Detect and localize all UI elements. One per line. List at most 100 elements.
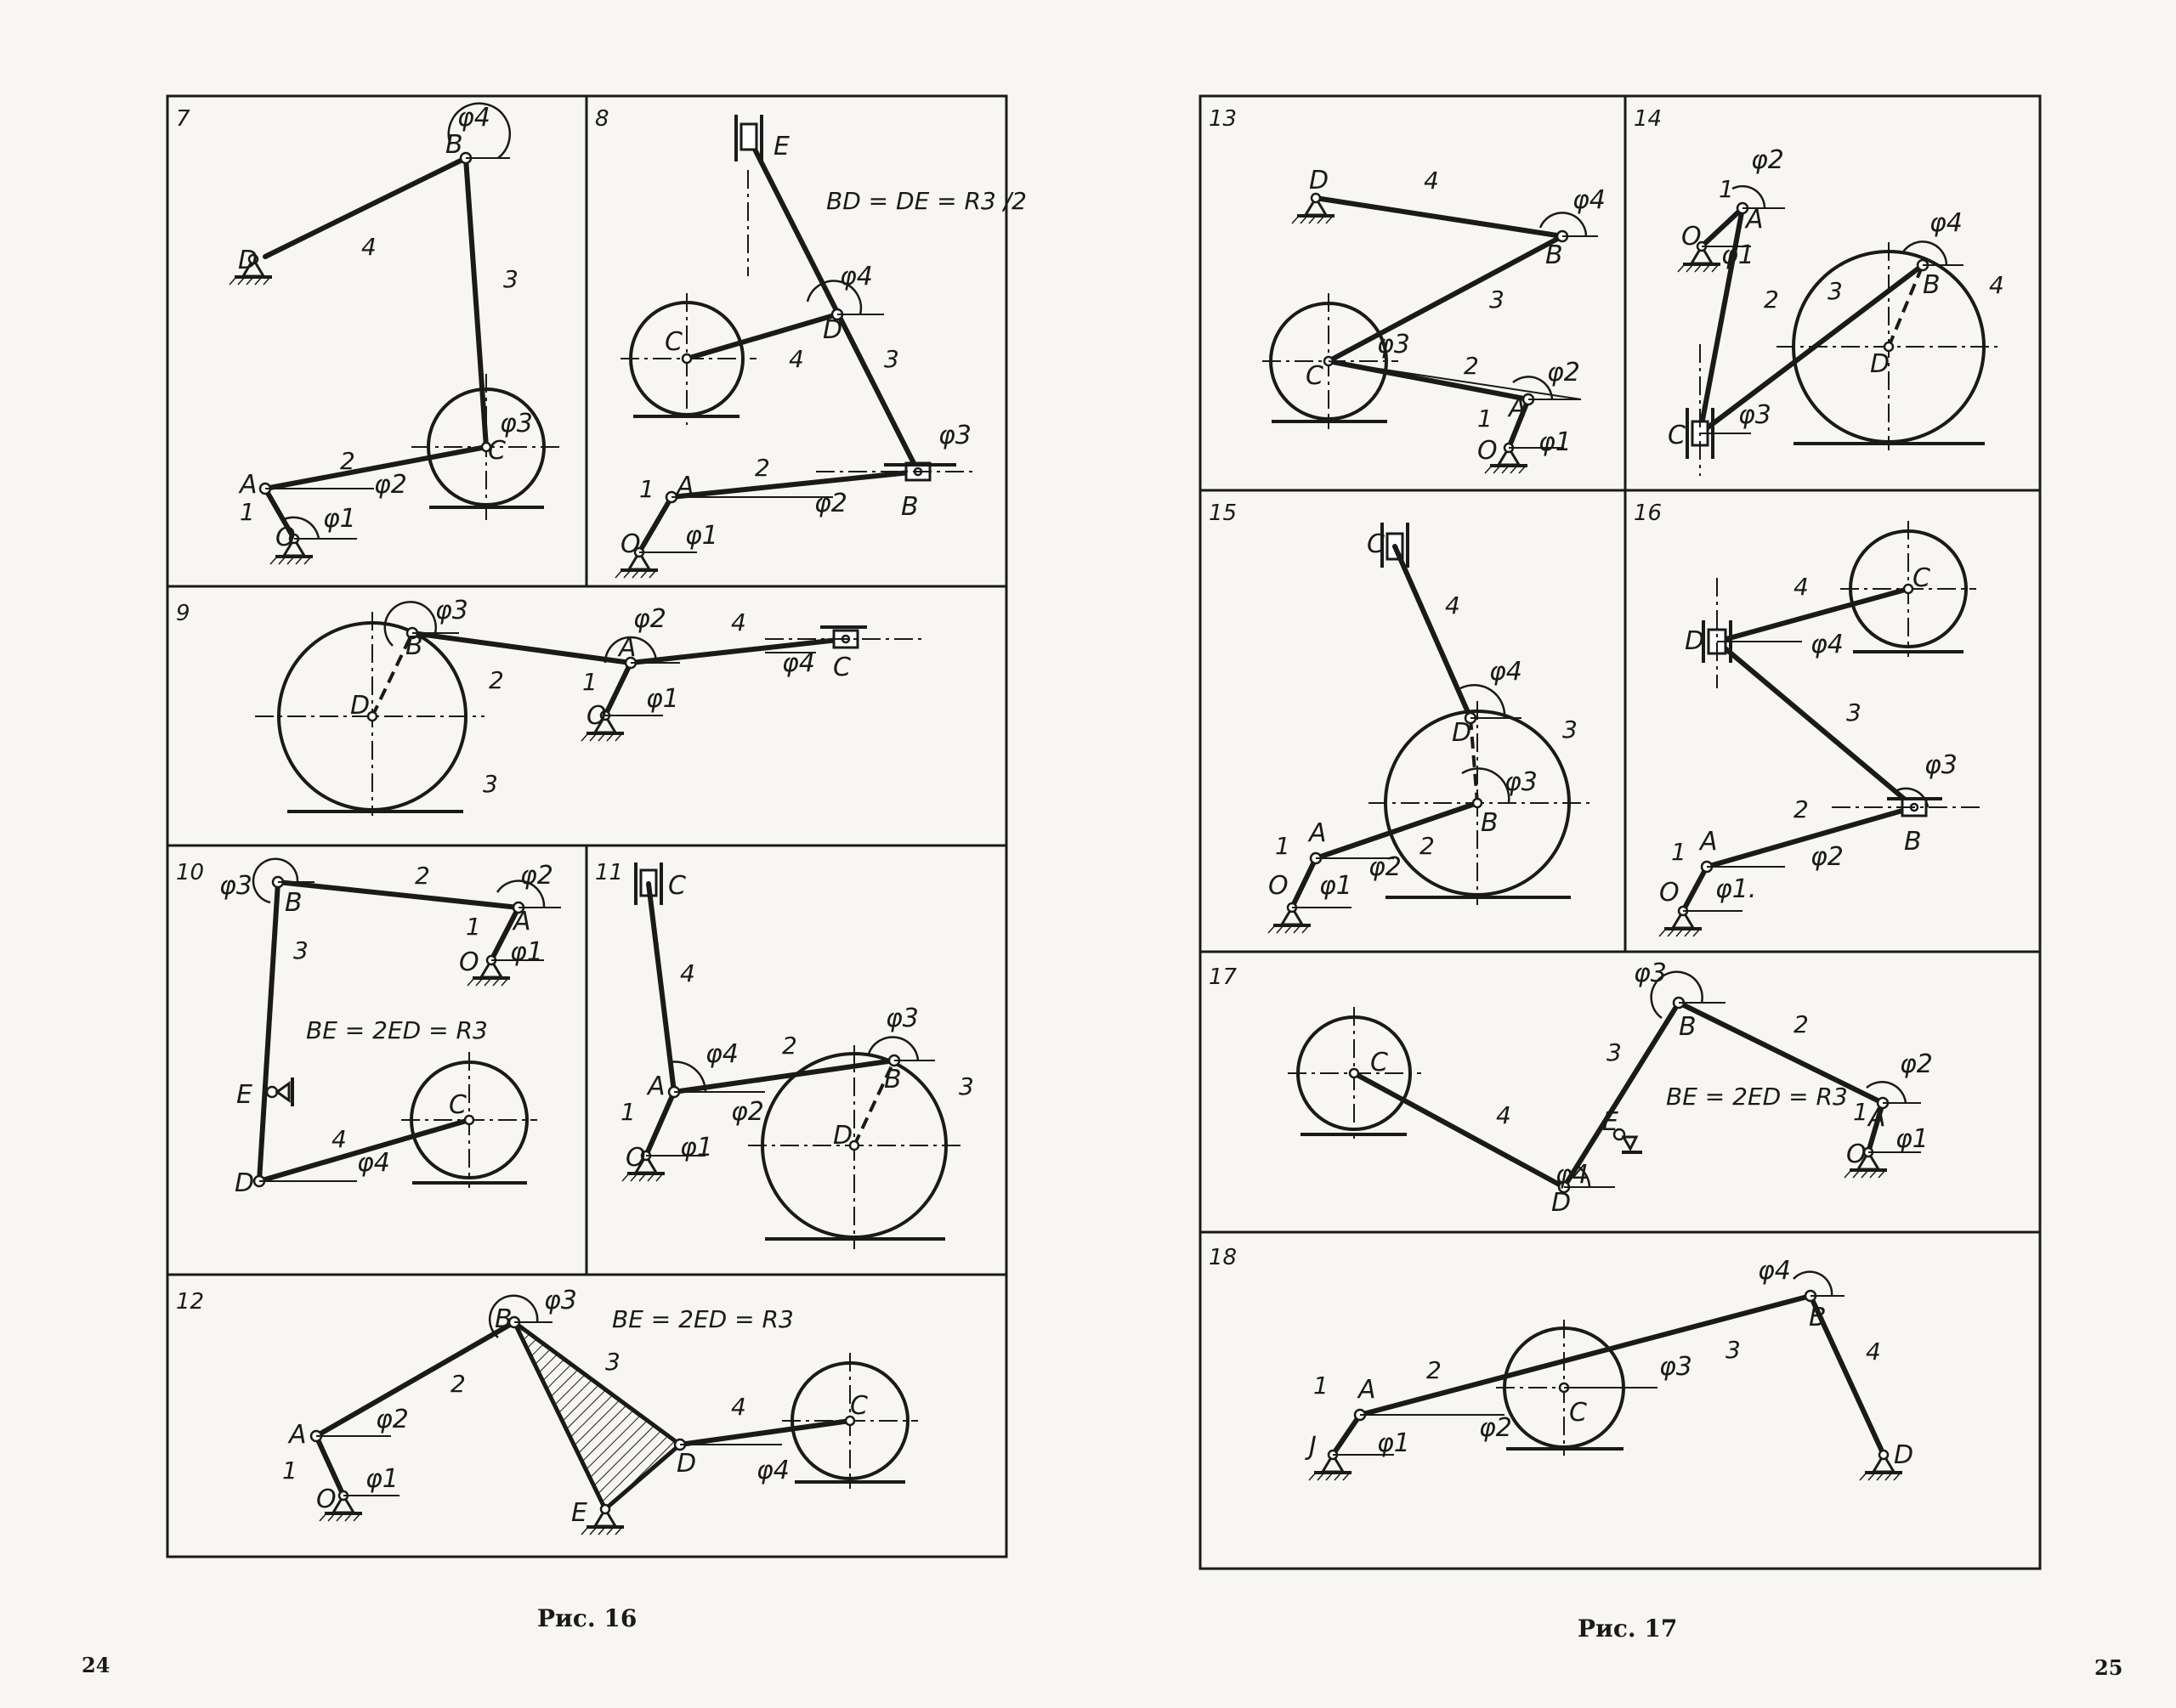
figure-caption-17: Рис. 17 xyxy=(1578,1615,1678,1643)
svg-text:φ4: φ4 xyxy=(1758,1256,1791,1286)
svg-text:B: B xyxy=(405,631,423,661)
svg-text:φ3: φ3 xyxy=(500,409,533,438)
svg-text:φ3: φ3 xyxy=(1738,400,1771,430)
svg-text:B: B xyxy=(495,1304,513,1334)
svg-text:B: B xyxy=(1809,1303,1827,1332)
svg-text:3: 3 xyxy=(1489,286,1504,314)
svg-text:O: O xyxy=(1659,878,1680,908)
svg-text:φ1: φ1 xyxy=(646,684,679,714)
svg-text:3: 3 xyxy=(1726,1336,1741,1364)
svg-text:φ2: φ2 xyxy=(374,470,407,500)
svg-text:B: B xyxy=(445,130,463,160)
panel-8-number: 8 xyxy=(595,106,609,132)
svg-text:φ3: φ3 xyxy=(1504,767,1538,797)
svg-text:3: 3 xyxy=(483,770,498,798)
svg-text:E: E xyxy=(1602,1107,1618,1137)
panel-15: 15 C D B A O 4 3 xyxy=(1209,501,1590,933)
svg-text:φ1: φ1 xyxy=(366,1464,399,1494)
panel-8: 8 BD = DE = R3 /2 E C xyxy=(595,106,1027,578)
svg-text:φ1: φ1 xyxy=(1896,1124,1929,1154)
svg-text:C: C xyxy=(668,871,686,901)
svg-text:3: 3 xyxy=(1846,698,1862,727)
svg-text:4: 4 xyxy=(1496,1101,1511,1129)
panel-17: 17 BE = 2ED = R3 C B xyxy=(1209,959,1933,1218)
panel-18-number: 18 xyxy=(1209,1245,1237,1270)
svg-text:C: C xyxy=(488,436,506,466)
svg-text:4: 4 xyxy=(680,959,695,987)
svg-text:4: 4 xyxy=(1989,271,2004,299)
svg-text:φ4: φ4 xyxy=(357,1148,390,1178)
svg-text:1: 1 xyxy=(639,475,654,503)
svg-text:1: 1 xyxy=(1313,1371,1329,1400)
svg-text:D: D xyxy=(1870,349,1890,379)
svg-text:D: D xyxy=(350,691,370,721)
svg-text:2: 2 xyxy=(755,454,770,482)
svg-text:C: C xyxy=(449,1090,467,1120)
svg-text:φ2: φ2 xyxy=(1479,1413,1512,1443)
svg-text:D: D xyxy=(1452,718,1471,748)
svg-text:4: 4 xyxy=(1794,573,1809,601)
svg-text:A: A xyxy=(1867,1103,1886,1133)
svg-text:φ3: φ3 xyxy=(219,871,252,901)
svg-text:D: D xyxy=(1685,626,1704,656)
svg-text:φ3: φ3 xyxy=(1634,959,1667,988)
svg-text:C: C xyxy=(665,327,683,357)
panel-10: 10 BE = 2ED = R3 B A O xyxy=(176,857,561,1198)
page-number-right: 25 xyxy=(2094,1655,2123,1680)
svg-text:4: 4 xyxy=(1866,1338,1881,1366)
svg-text:φ3: φ3 xyxy=(1924,750,1958,780)
svg-text:A: A xyxy=(1307,818,1327,848)
svg-text:D: D xyxy=(833,1121,853,1151)
svg-text:φ2: φ2 xyxy=(814,489,847,518)
svg-text:O: O xyxy=(586,701,607,731)
page-number-left: 24 xyxy=(82,1653,110,1677)
svg-text:D: D xyxy=(677,1449,696,1479)
svg-text:A: A xyxy=(238,470,258,500)
svg-text:A: A xyxy=(287,1420,307,1450)
svg-text:A: A xyxy=(675,472,694,501)
svg-text:A: A xyxy=(512,907,531,936)
svg-text:1: 1 xyxy=(620,1098,636,1126)
svg-text:φ4: φ4 xyxy=(782,648,815,678)
svg-text:O: O xyxy=(275,523,296,552)
svg-text:φ2: φ2 xyxy=(376,1405,409,1434)
panel-7: 7 D B A O C 4 3 2 1 xyxy=(176,102,561,564)
svg-text:B: B xyxy=(1923,270,1941,300)
svg-text:φ4: φ4 xyxy=(840,262,873,291)
svg-text:C: C xyxy=(833,653,851,682)
svg-text:4: 4 xyxy=(332,1125,347,1153)
svg-text:φ1: φ1 xyxy=(680,1133,713,1162)
svg-text:A: A xyxy=(646,1072,666,1101)
svg-text:φ2: φ2 xyxy=(1751,145,1784,175)
svg-text:φ1: φ1 xyxy=(1319,871,1352,901)
svg-text:B: B xyxy=(1481,808,1499,838)
svg-text:B: B xyxy=(884,1065,902,1094)
svg-text:3: 3 xyxy=(503,265,518,293)
panel-9-number: 9 xyxy=(176,601,190,626)
svg-text:2: 2 xyxy=(1794,1010,1809,1038)
svg-text:O: O xyxy=(1268,871,1289,901)
panel-17-note: BE = 2ED = R3 xyxy=(1666,1083,1848,1111)
svg-text:4: 4 xyxy=(1445,591,1460,619)
svg-text:B: B xyxy=(285,888,303,918)
svg-text:C: C xyxy=(1668,421,1686,450)
svg-text:3: 3 xyxy=(884,345,899,373)
svg-text:2: 2 xyxy=(415,862,430,890)
svg-text:3: 3 xyxy=(959,1072,974,1100)
svg-text:φ2: φ2 xyxy=(633,604,666,634)
panel-17-number: 17 xyxy=(1209,964,1238,990)
svg-text:φ3: φ3 xyxy=(938,421,972,450)
svg-text:1: 1 xyxy=(1719,175,1734,203)
svg-text:φ1: φ1 xyxy=(510,937,543,967)
panel-7-number: 7 xyxy=(176,106,190,132)
panel-13-number: 13 xyxy=(1209,106,1237,132)
svg-text:J: J xyxy=(1305,1432,1317,1462)
svg-text:O: O xyxy=(620,529,641,559)
panel-10-note: BE = 2ED = R3 xyxy=(306,1016,488,1044)
svg-text:O: O xyxy=(1477,436,1498,466)
svg-text:D: D xyxy=(1894,1440,1913,1470)
svg-text:3: 3 xyxy=(605,1348,620,1376)
svg-text:φ4: φ4 xyxy=(457,103,490,133)
svg-text:3: 3 xyxy=(1606,1038,1622,1066)
svg-text:D: D xyxy=(238,246,258,275)
